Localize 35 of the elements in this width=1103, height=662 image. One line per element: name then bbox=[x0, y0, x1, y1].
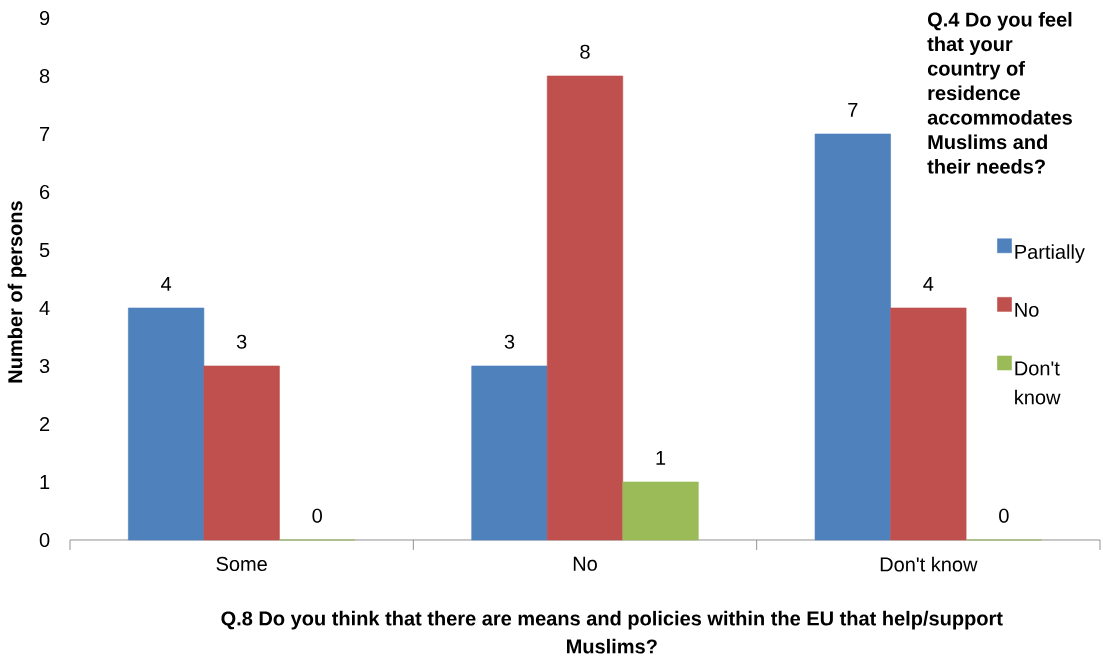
x-tick-label: Some bbox=[216, 556, 267, 572]
data-label: 4 bbox=[161, 277, 172, 291]
bar bbox=[203, 365, 280, 541]
y-axis-title: Number of persons bbox=[7, 201, 27, 383]
y-tick-label: 4 bbox=[39, 301, 50, 315]
legend-label: No bbox=[1015, 302, 1039, 317]
bar bbox=[814, 133, 891, 541]
bar bbox=[622, 481, 699, 541]
bar bbox=[128, 307, 205, 541]
legend-label: Partially bbox=[1015, 244, 1085, 263]
legend-label: Don't know bbox=[1015, 361, 1061, 405]
y-tick-label: 7 bbox=[40, 127, 50, 141]
y-tick-label: 2 bbox=[40, 417, 50, 431]
y-tick-label: 5 bbox=[39, 243, 50, 257]
y-tick-label: 9 bbox=[39, 10, 50, 26]
data-label: 8 bbox=[580, 44, 590, 59]
bar bbox=[471, 365, 548, 541]
x-axis-title: Q.8 Do you think that there are means and policies within the EU that help/support Muslims? bbox=[221, 610, 1003, 654]
y-tick-label: 8 bbox=[39, 68, 50, 84]
bar bbox=[546, 75, 624, 541]
bar bbox=[890, 307, 967, 541]
y-tick-label: 3 bbox=[39, 358, 50, 374]
data-label: 3 bbox=[504, 334, 515, 349]
data-label: 3 bbox=[236, 334, 247, 349]
data-label: 7 bbox=[848, 103, 858, 117]
x-tick-label: No bbox=[573, 556, 597, 571]
y-tick-label: 1 bbox=[40, 475, 50, 489]
data-label: 0 bbox=[999, 508, 1009, 523]
x-tick-label: Don't know bbox=[880, 556, 978, 572]
y-tick-label: 0 bbox=[39, 532, 50, 548]
data-label: 0 bbox=[312, 508, 322, 523]
data-label: 1 bbox=[656, 451, 666, 465]
data-label: 4 bbox=[923, 277, 934, 291]
y-tick-label: 6 bbox=[40, 184, 50, 200]
legend-title: Q.4 Do you feel that your country of residence accommodates Muslims and their needs? bbox=[927, 11, 1072, 174]
